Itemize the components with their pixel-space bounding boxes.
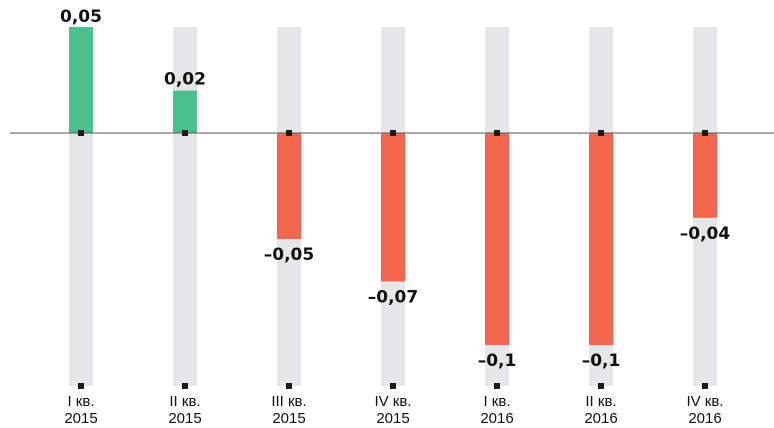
zero-marker — [702, 130, 708, 136]
base-marker — [182, 383, 188, 389]
base-marker — [286, 383, 292, 389]
data-label: –0,05 — [264, 245, 314, 265]
bar — [693, 133, 717, 218]
x-tick-label-year: 2016 — [688, 410, 721, 427]
base-marker — [494, 383, 500, 389]
zero-marker — [494, 130, 500, 136]
bar — [69, 27, 93, 133]
x-tick-label-quarter: IV кв. — [374, 393, 411, 410]
bar — [277, 133, 301, 239]
bar — [589, 133, 613, 345]
bar-track — [173, 27, 197, 386]
zero-marker — [78, 130, 84, 136]
base-marker — [390, 383, 396, 389]
data-label: 0,02 — [164, 70, 206, 90]
bar — [485, 133, 509, 345]
base-marker — [702, 383, 708, 389]
zero-marker — [286, 130, 292, 136]
base-marker — [598, 383, 604, 389]
x-tick-label-year: 2016 — [584, 410, 617, 427]
data-label: –0,04 — [680, 224, 731, 244]
base-marker — [78, 383, 84, 389]
x-tick-label-quarter: IV кв. — [686, 393, 723, 410]
x-tick-label-year: 2015 — [376, 410, 409, 427]
data-label: –0,07 — [368, 287, 418, 307]
x-tick-label-year: 2015 — [168, 410, 201, 427]
x-tick-label-quarter: I кв. — [483, 393, 510, 410]
bar — [381, 133, 405, 282]
x-tick-label-quarter: III кв. — [271, 393, 306, 410]
x-tick-label-quarter: II кв. — [585, 393, 616, 410]
data-label: 0,05 — [60, 7, 102, 27]
x-tick-label-year: 2016 — [480, 410, 513, 427]
data-label: –0,1 — [478, 351, 517, 371]
x-tick-label-year: 2015 — [272, 410, 305, 427]
data-label: –0,1 — [582, 351, 621, 371]
x-tick-label-quarter: I кв. — [67, 393, 94, 410]
x-tick-label-year: 2015 — [64, 410, 97, 427]
zero-marker — [598, 130, 604, 136]
x-tick-label-quarter: II кв. — [169, 393, 200, 410]
bar — [173, 90, 197, 133]
zero-marker — [182, 130, 188, 136]
zero-marker — [390, 130, 396, 136]
